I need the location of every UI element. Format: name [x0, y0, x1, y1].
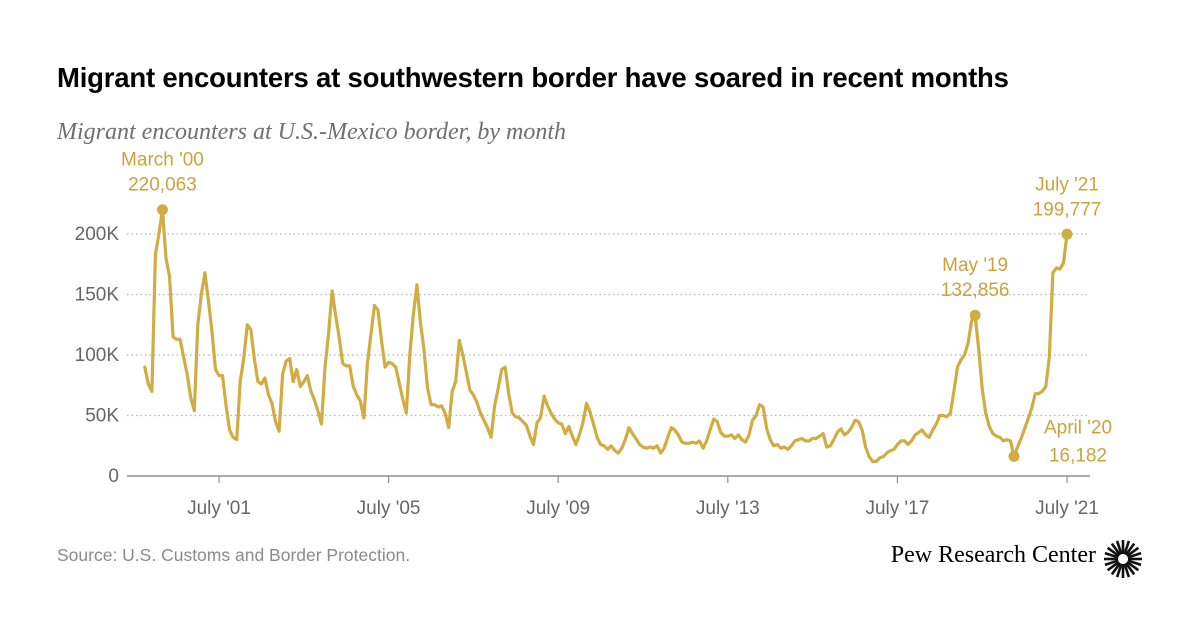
y-tick-label: 50K — [85, 406, 119, 427]
x-tick-label: July '01 — [187, 498, 251, 519]
logo-ray — [1124, 562, 1136, 576]
logo-ray — [1126, 546, 1140, 558]
series-line — [143, 208, 1069, 464]
annotation-value: 199,777 — [1033, 199, 1102, 220]
chart-subtitle: Migrant encounters at U.S.-Mexico border… — [57, 119, 567, 145]
logo-ray — [1126, 560, 1140, 572]
logo-ray — [1115, 563, 1123, 578]
y-tick-label: 200K — [75, 224, 120, 245]
logo-ray — [1123, 563, 1131, 578]
grid-lines — [127, 233, 1090, 477]
annotation-value: 16,182 — [1049, 445, 1107, 466]
y-axis-tick-labels: 0 50K 100K 150K 200K — [75, 224, 120, 487]
annotation-dot — [1008, 450, 1020, 462]
x-tick-label: July '13 — [696, 498, 760, 519]
y-tick-label: 100K — [75, 345, 120, 366]
brand-name: Pew Research Center — [890, 542, 1096, 568]
annotation-label: May '19 — [942, 255, 1008, 276]
logo-ray — [1127, 551, 1142, 559]
annotation-dot — [969, 309, 981, 321]
logo-ray — [1106, 560, 1120, 572]
annotation-label: July '21 — [1035, 174, 1099, 195]
logo-ray — [1115, 540, 1123, 555]
x-tick-label: July '17 — [865, 498, 929, 519]
annotation-value: 132,856 — [941, 280, 1010, 301]
annotation-dot — [156, 204, 168, 216]
x-tick-label: July '21 — [1035, 498, 1099, 519]
y-tick-label: 0 — [108, 466, 119, 487]
annotation-label: April '20 — [1044, 417, 1112, 438]
annotation-value: 220,063 — [128, 175, 197, 196]
logo-ray — [1110, 542, 1122, 556]
annotation-label: March '00 — [121, 150, 204, 171]
x-tick-label: July '05 — [357, 498, 421, 519]
logo-ray — [1123, 540, 1131, 555]
logo-ray — [1104, 551, 1119, 559]
x-axis-tick-labels: July '01 July '05 July '09 July '13 July '17… — [187, 476, 1099, 519]
logo-ray — [1104, 559, 1119, 567]
annotation-dot — [1061, 228, 1073, 240]
logo-ray — [1110, 562, 1122, 576]
source-note: Source: U.S. Customs and Border Protecti… — [57, 545, 411, 565]
logo-ray — [1106, 546, 1120, 558]
annotations: March '00 220,063 May '19 132,856 April '20 1… — [121, 150, 1112, 467]
x-tick-label: July '09 — [526, 498, 590, 519]
chart-title: Migrant encounters at southwestern borde… — [57, 62, 1009, 93]
y-tick-label: 150K — [75, 285, 120, 306]
series-lines — [143, 208, 1069, 464]
logo-ray — [1127, 559, 1142, 567]
pew-sunburst-icon — [1104, 540, 1142, 578]
logo-ray — [1124, 542, 1136, 556]
